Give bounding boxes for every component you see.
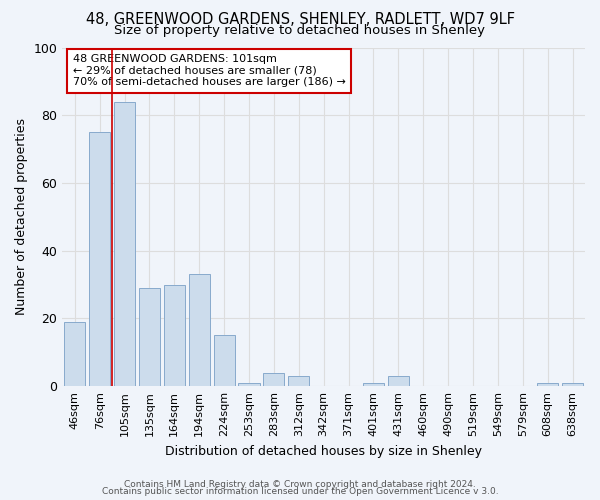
Text: Contains HM Land Registry data © Crown copyright and database right 2024.: Contains HM Land Registry data © Crown c… [124,480,476,489]
Bar [164,284,185,386]
X-axis label: Distribution of detached houses by size in Shenley: Distribution of detached houses by size … [165,444,482,458]
Bar [288,376,310,386]
Bar [263,372,284,386]
Bar [238,383,260,386]
Bar [139,288,160,386]
Text: 48, GREENWOOD GARDENS, SHENLEY, RADLETT, WD7 9LF: 48, GREENWOOD GARDENS, SHENLEY, RADLETT,… [86,12,515,28]
Bar [214,336,235,386]
Text: 48 GREENWOOD GARDENS: 101sqm
← 29% of detached houses are smaller (78)
70% of se: 48 GREENWOOD GARDENS: 101sqm ← 29% of de… [73,54,346,88]
Text: Size of property relative to detached houses in Shenley: Size of property relative to detached ho… [115,24,485,37]
Bar [562,383,583,386]
Bar [537,383,558,386]
Bar [89,132,110,386]
Bar [363,383,384,386]
Bar [388,376,409,386]
Text: Contains public sector information licensed under the Open Government Licence v : Contains public sector information licen… [101,487,499,496]
Y-axis label: Number of detached properties: Number of detached properties [15,118,28,316]
Bar [64,322,85,386]
Bar [188,274,210,386]
Bar [114,102,135,386]
